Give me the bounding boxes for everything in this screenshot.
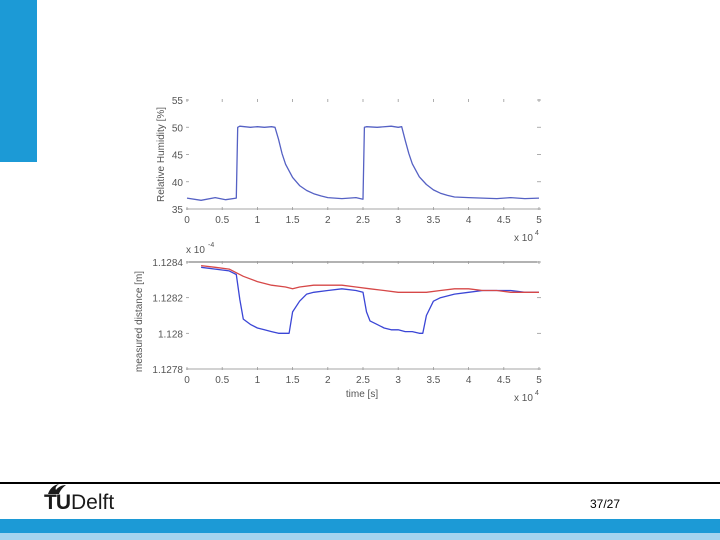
x-tick-label: 4 <box>466 215 472 226</box>
x-tick-label: 2.5 <box>356 375 370 386</box>
page-number: 37/27 <box>590 497 621 511</box>
logo-delft-text: Delft <box>71 491 115 514</box>
x-tick-label: 1 <box>255 215 261 226</box>
x-multiplier-label: x 10 <box>514 233 533 244</box>
y-multiplier-label: x 10 <box>186 245 205 256</box>
distance-chart: 1.1278 1.128 1.1282 1.1284 0 0.5 1 1.5 2 2.5 3 3.5 4… <box>134 242 542 404</box>
y-tick-label: 55 <box>172 96 184 107</box>
x-tick-label: 3 <box>395 215 401 226</box>
x-tick-label: 4 <box>466 375 472 386</box>
x-tick-label: 0.5 <box>215 375 229 386</box>
y-tick-label: 1.1278 <box>152 365 183 376</box>
y-tick-label: 45 <box>172 151 184 162</box>
x-tick-label: 0 <box>184 375 190 386</box>
x-multiplier-label: x 10 <box>514 393 533 404</box>
x-tick-label: 1.5 <box>286 215 300 226</box>
x-axis-label: time [s] <box>346 389 378 400</box>
x-tick-label: 3.5 <box>426 215 440 226</box>
y-tick-label: 1.1284 <box>152 258 183 269</box>
x-tick-label: 0.5 <box>215 215 229 226</box>
y-axis-label: Relative Humidity [%] <box>156 107 167 202</box>
x-tick-label: 3.5 <box>426 375 440 386</box>
y-multiplier-exponent: -4 <box>208 242 214 249</box>
x-multiplier-exponent: 4 <box>535 390 539 397</box>
series-line <box>201 266 539 334</box>
series-line <box>201 264 539 293</box>
x-tick-label: 2 <box>325 215 331 226</box>
x-tick-label: 1 <box>255 375 261 386</box>
y-axis-label: measured distance [m] <box>134 271 145 372</box>
logo-tu-text: TU <box>44 491 71 514</box>
tudelft-logo[interactable]: TU Delft <box>44 484 164 518</box>
y-tick-label: 40 <box>172 178 184 189</box>
y-tick-label: 50 <box>172 123 184 134</box>
accent-bar <box>0 0 37 162</box>
x-tick-label: 5 <box>536 215 542 226</box>
footer-divider <box>0 482 720 484</box>
footer-strip <box>0 533 720 540</box>
x-tick-label: 3 <box>395 375 401 386</box>
x-tick-label: 2.5 <box>356 215 370 226</box>
x-tick-label: 4.5 <box>497 215 511 226</box>
footer-band <box>0 519 720 533</box>
x-multiplier-exponent: 4 <box>535 230 539 237</box>
x-tick-label: 4.5 <box>497 375 511 386</box>
series-line <box>186 125 540 201</box>
y-tick-label: 1.1282 <box>152 294 183 305</box>
x-tick-label: 5 <box>536 375 542 386</box>
y-tick-label: 1.128 <box>158 329 183 340</box>
x-tick-label: 2 <box>325 375 331 386</box>
x-tick-label: 0 <box>184 215 190 226</box>
y-tick-label: 35 <box>172 205 184 216</box>
x-tick-label: 1.5 <box>286 375 300 386</box>
flame-icon <box>48 484 66 494</box>
